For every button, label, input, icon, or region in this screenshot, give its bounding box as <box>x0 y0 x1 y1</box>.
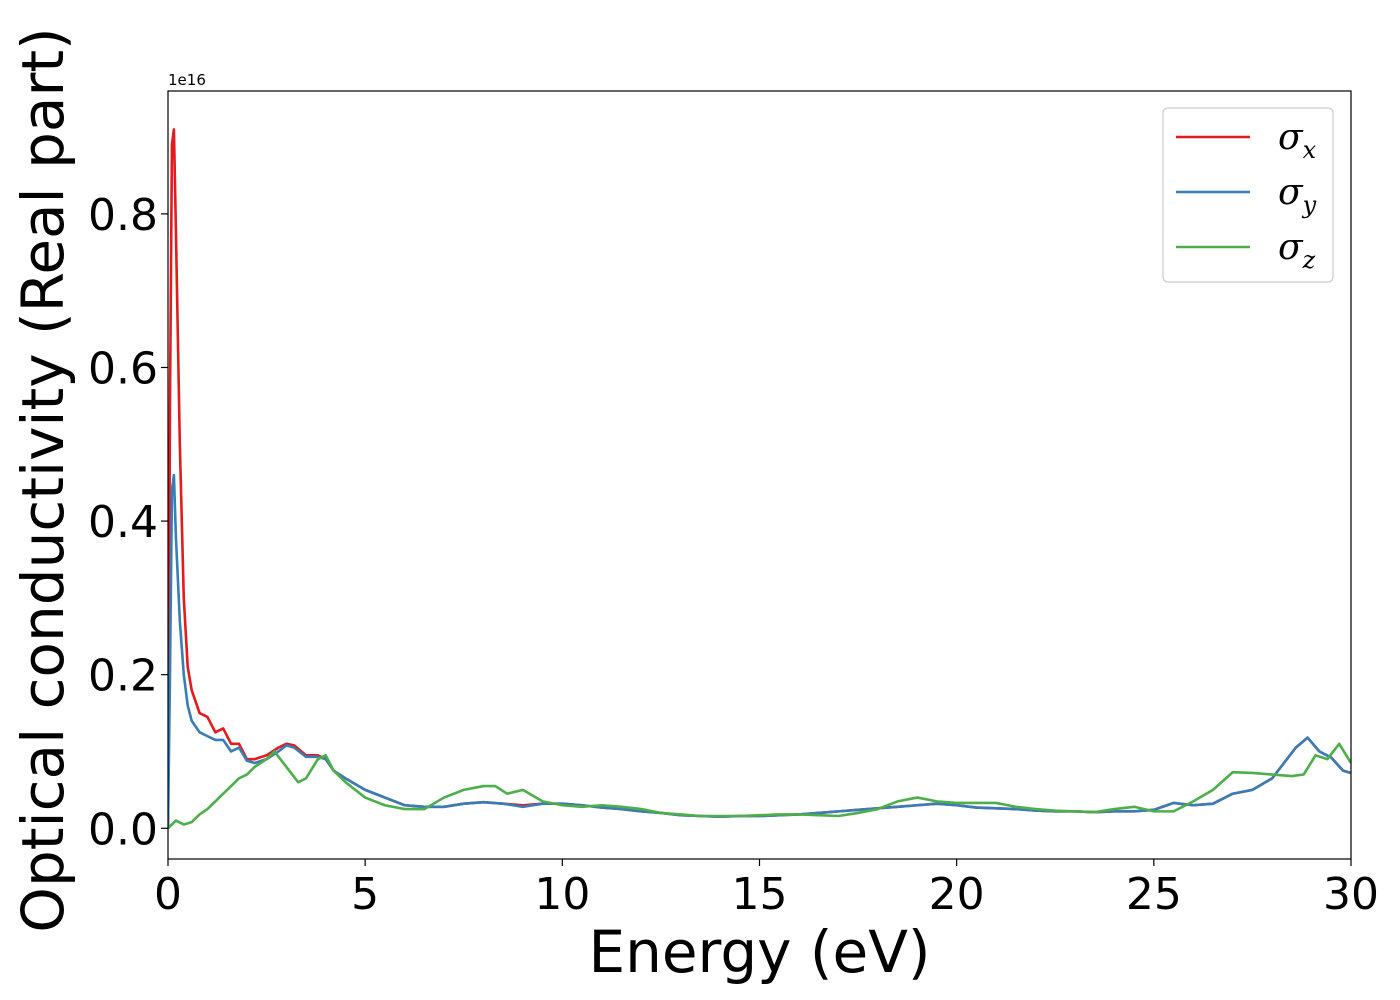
x-axis-label: Energy (eV) <box>588 918 930 986</box>
x-tick-label: 10 <box>534 869 590 920</box>
y-tick-label: 0.4 <box>88 497 158 548</box>
x-tick-label: 25 <box>1126 869 1182 920</box>
ticks-layer: 0 5 10 15 20 25 30 0.0 0.2 0.4 0.6 0.8 <box>88 190 1379 920</box>
x-tick-label: 5 <box>351 869 379 920</box>
y-tick-label: 0.8 <box>88 190 158 241</box>
legend-label-x: σx <box>1278 117 1317 164</box>
legend-label-z: σz <box>1278 227 1316 274</box>
y-offset-label: 1e16 <box>168 71 206 89</box>
x-tick-label: 15 <box>732 869 788 920</box>
legend-label-y: σy <box>1278 172 1317 219</box>
legend: σx σy σz <box>1162 107 1334 283</box>
y-tick-label: 0.2 <box>88 651 158 702</box>
x-tick-label: 20 <box>929 869 985 920</box>
legend-box <box>1162 107 1334 283</box>
x-tick-label: 30 <box>1323 869 1379 920</box>
x-tick-label: 0 <box>154 869 182 920</box>
y-tick-label: 0.0 <box>88 804 158 855</box>
series-layer <box>168 128 1351 830</box>
series-line-z <box>168 742 1351 830</box>
y-axis-label: Optical conductivity (Real part) <box>9 27 77 932</box>
y-tick-label: 0.6 <box>88 343 158 394</box>
